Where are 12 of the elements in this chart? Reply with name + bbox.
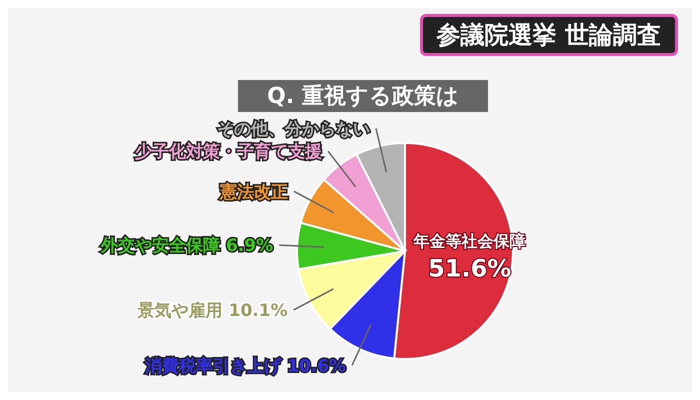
slice-label: 景気や雇用	[138, 300, 223, 321]
slice-label: 少子化対策・子育て支援	[135, 141, 322, 162]
chart-subtitle: Q. 重視する政策は	[238, 80, 488, 112]
chart-title: 参議院選挙 世論調査	[420, 14, 678, 56]
slice-label: 外交や安全保障	[101, 236, 220, 256]
data-label: 6.9%	[226, 236, 274, 256]
data-label: 10.6%	[287, 356, 346, 376]
data-label: 10.1%	[228, 300, 288, 321]
data-label: 51.6%	[428, 254, 512, 282]
slice-label: 憲法改正	[219, 181, 288, 202]
slice-label: 消費税率引き上げ	[145, 356, 282, 376]
slice-label: その他、分からない	[216, 119, 370, 140]
